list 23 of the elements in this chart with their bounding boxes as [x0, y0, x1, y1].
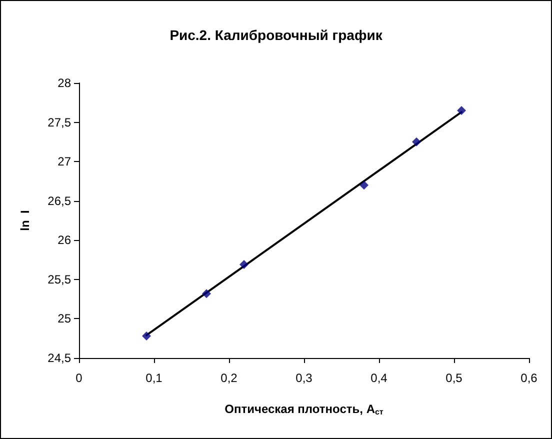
- x-tick-label: 0,6: [520, 371, 538, 385]
- y-tick-label: 28: [58, 76, 72, 90]
- y-tick-label: 26,5: [48, 194, 72, 208]
- x-tick-label: 0,5: [446, 371, 463, 385]
- x-tick-label: 0,2: [220, 371, 238, 385]
- y-tick-label: 26: [58, 233, 72, 248]
- y-tick-label: 25,5: [48, 272, 72, 286]
- point: [240, 260, 248, 269]
- x-tick-label: 0,3: [296, 371, 313, 385]
- y-tick-label: 27,5: [48, 115, 72, 130]
- point: [412, 137, 421, 146]
- x-tick-label: 0: [76, 371, 83, 385]
- y-tick-label: 27: [58, 154, 72, 169]
- y-tick-label: 25: [58, 312, 72, 326]
- x-tick-label: 0,1: [146, 371, 163, 385]
- chart-title: Рис.2. Калибровочный график: [170, 27, 384, 43]
- point: [202, 289, 211, 298]
- point: [360, 180, 368, 190]
- y-axis-title: ln I: [18, 210, 32, 231]
- point: [457, 106, 466, 115]
- y-tick-label: 24,5: [48, 351, 72, 365]
- point: [142, 332, 151, 340]
- x-tick-label: 0,4: [370, 371, 388, 385]
